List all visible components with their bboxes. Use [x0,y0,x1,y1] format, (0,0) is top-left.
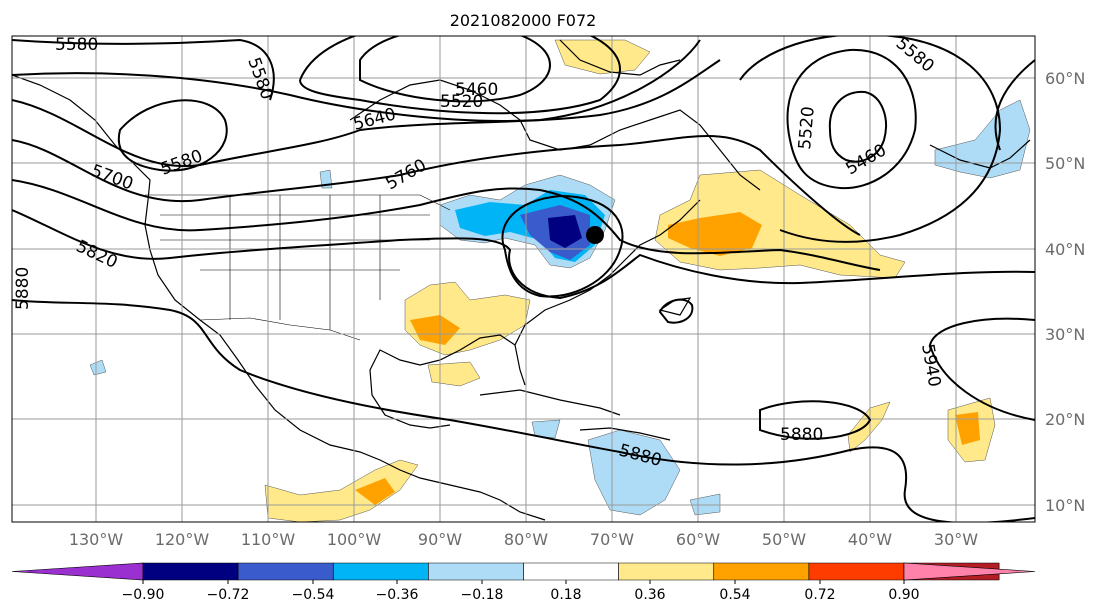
longitude-label: 30°W [934,530,978,549]
negative-anomaly-labrador [934,99,1031,179]
colorbar-tick-label: 0.72 [804,587,835,603]
longitude-label: 100°W [327,530,382,549]
positive-anomaly-greenland [554,39,651,75]
positive-anomaly-atlantic-core [668,212,762,256]
longitude-label: 90°W [418,530,462,549]
colorbar-tick-label: −0.36 [376,587,419,603]
colorbar-tick-label: −0.90 [122,587,165,603]
colorbar-segment [142,562,239,581]
colorbar-segment [237,562,334,581]
contour-label: 5940 [917,342,944,388]
positive-anomaly-central-america [264,459,419,522]
contour-5580-west [12,38,275,101]
positive-anomaly-mid-atlantic [847,401,891,453]
latitude-label: 60°N [1045,69,1085,88]
longitude-label: 40°W [848,530,892,549]
colorbar-ticks [142,580,905,584]
colorbar-tick-label: −0.72 [207,587,250,603]
longitude-label: 110°W [241,530,296,549]
contour-5460-north [359,36,551,103]
contour-label: 5520 [795,106,819,151]
colorbar-segment [713,562,810,581]
longitude-label: 50°W [762,530,806,549]
contour-5460-east [828,90,887,163]
contour-label: 5880 [780,425,823,445]
positive-anomaly-gulf-small [427,361,481,387]
longitude-label: 60°W [676,530,720,549]
latitude-labels: 60°N 50°N 40°N 30°N 20°N 10°N [1045,69,1085,515]
contour-5940 [928,317,1035,421]
contour-5760 [12,179,881,271]
contour-5700 [12,135,861,236]
contour-label: 5460 [455,80,498,100]
contour-label: 5760 [383,155,430,194]
colorbar-segment [523,562,619,581]
colorbar-tick-label: 0.54 [719,587,750,603]
colorbar-segment [332,562,429,581]
longitude-label: 120°W [155,530,210,549]
map-frame [11,35,1036,523]
contour-label: 5580 [243,55,277,102]
contour-5580-low [117,99,228,172]
negative-anomaly-puerto-rico [531,419,561,439]
contour-small-atlantic [658,298,694,324]
colorbar-segment [428,562,524,581]
latitude-label: 30°N [1045,325,1085,344]
latitude-label: 10°N [1045,496,1085,515]
map-title: 2021082000 F072 [450,11,597,30]
colorbar-tick-label: −0.18 [461,587,504,603]
colorbar-tick-label: −0.54 [292,587,335,603]
contour-label: 5820 [73,236,121,272]
colorbar-segment [808,562,905,581]
colorbar-segment [903,562,1036,581]
contour-label: 5520 [440,92,483,112]
contour-5580-north [12,39,701,122]
negative-anomaly-pacific [89,359,107,376]
contour-label: 5580 [55,35,98,55]
colorbar-segment [11,562,144,581]
contour-east-low-5700 [994,59,1035,151]
contour-label: 5700 [88,161,135,195]
positive-anomaly-central-america-core [355,478,395,505]
colorbar: −0.90 −0.72 −0.54 −0.36 −0.18 0.18 0.36 … [11,562,1036,603]
contour-5520-north [299,36,621,115]
contour-5580-east [739,36,1002,243]
storm-center-marker [586,226,604,244]
contour-5820 [12,209,1035,300]
colorbar-segments [11,562,1036,581]
contour-5880 [12,299,1035,522]
longitude-label: 80°W [504,530,548,549]
colorbar-tick-label: 0.90 [888,587,919,603]
anomaly-shading [89,39,1031,522]
longitude-label: 130°W [69,530,124,549]
contour-label: 5880 [13,267,33,310]
height-contours [12,36,1035,522]
contour-closed-low-ne [501,194,624,298]
contour-5640 [12,59,721,168]
positive-anomaly-east-atlantic-core [955,412,980,445]
latitude-label: 20°N [1045,410,1085,429]
colorbar-tick-label: 0.36 [634,587,665,603]
contour-labels: 5580 5580 5460 5520 5640 5580 5700 5760 … [13,34,944,472]
positive-anomaly-gulf-core [410,315,460,345]
longitude-label: 70°W [590,530,634,549]
negative-anomaly-plains [319,169,333,189]
colorbar-segment [618,562,715,581]
colorbar-tick-labels: −0.90 −0.72 −0.54 −0.36 −0.18 0.18 0.36 … [122,587,920,603]
negative-anomaly-northeast-core [548,215,582,248]
colorbar-tick-label: 0.18 [550,587,581,603]
latitude-label: 50°N [1045,154,1085,173]
contour-5880-mid [759,400,872,440]
latitude-label: 40°N [1045,240,1085,259]
map-area [12,36,1035,522]
longitude-labels: 130°W 120°W 110°W 100°W 90°W 80°W 70°W 6… [69,530,978,549]
contour-label: 5460 [843,140,890,179]
contour-5520-east [786,48,917,190]
